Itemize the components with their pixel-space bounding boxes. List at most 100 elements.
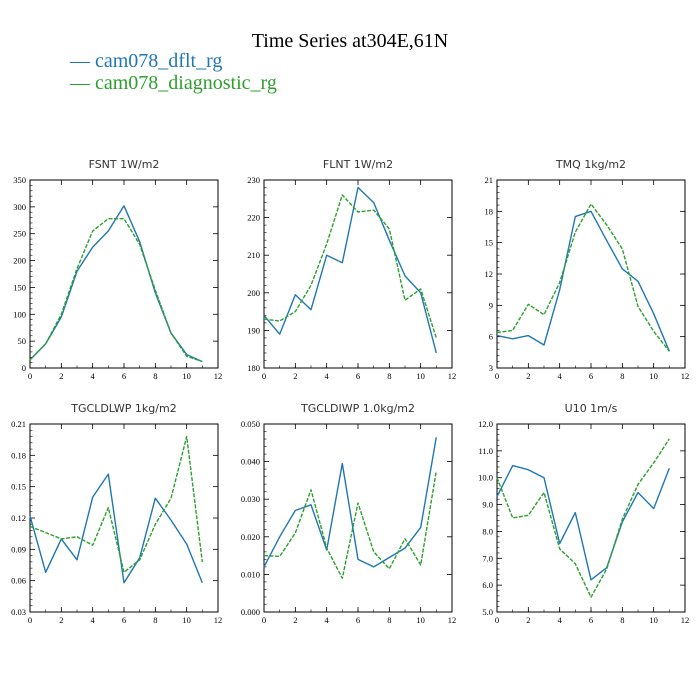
y-tick-label: 190 bbox=[247, 325, 260, 335]
x-tick-label: 0 bbox=[28, 615, 32, 625]
x-tick-label: 10 bbox=[182, 371, 191, 381]
y-tick-label: 100 bbox=[13, 309, 26, 319]
y-tick-label: 8.0 bbox=[482, 526, 493, 536]
y-tick-label: 5.0 bbox=[482, 607, 493, 617]
x-tick-label: 8 bbox=[153, 371, 157, 381]
x-tick-label: 8 bbox=[620, 371, 624, 381]
y-tick-label: 3 bbox=[489, 363, 493, 373]
x-tick-label: 2 bbox=[59, 615, 63, 625]
chart-panel-1: FLNT 1W/m2 0 2 4 6 8 10 12 180 190 200 210 220 230 bbox=[247, 158, 456, 381]
panel-title: FLNT 1W/m2 bbox=[323, 158, 393, 171]
series-line-0 bbox=[29, 473, 203, 584]
x-tick-label: 12 bbox=[214, 615, 223, 625]
series-line-0 bbox=[29, 205, 203, 363]
series-line-1 bbox=[496, 438, 670, 598]
y-tick-label: 0.09 bbox=[11, 544, 26, 554]
y-tick-label: 0.020 bbox=[241, 532, 260, 542]
legend-label-dflt: cam078_dflt_rg bbox=[95, 50, 223, 72]
panel-title: TGCLDIWP 1.0kg/m2 bbox=[300, 402, 415, 415]
x-tick-label: 4 bbox=[558, 615, 563, 625]
chart-panel-5: U10 1m/s 0 2 4 6 8 10 12 5.0 6.0 7.0 8.0 9.0 10.0 11.0… bbox=[478, 402, 689, 625]
y-tick-label: 200 bbox=[13, 256, 26, 266]
plot-frame bbox=[496, 179, 686, 369]
legend-swatch-diagnostic: — bbox=[70, 72, 90, 94]
chart-panel-0: FSNT 1W/m2 0 2 4 6 8 10 12 0 50 100 150 200 250 300 350 bbox=[13, 158, 222, 381]
y-tick-label: 7.0 bbox=[482, 553, 493, 563]
figure-title: Time Series at304E,61N bbox=[251, 30, 449, 52]
y-tick-label: 0.000 bbox=[241, 607, 260, 617]
plot-frame bbox=[29, 423, 219, 613]
y-tick-label: 0.18 bbox=[11, 450, 26, 460]
x-tick-label: 10 bbox=[649, 371, 658, 381]
series-line-1 bbox=[29, 435, 203, 573]
panel-title: TGCLDLWP 1kg/m2 bbox=[70, 402, 176, 415]
x-tick-label: 6 bbox=[589, 371, 593, 381]
chart-panel-2: TMQ 1kg/m2 0 2 4 6 8 10 12 3 6 9 12 15 18 21 bbox=[485, 158, 690, 381]
y-tick-label: 0.03 bbox=[11, 607, 26, 617]
x-tick-label: 2 bbox=[293, 615, 297, 625]
y-tick-label: 250 bbox=[13, 229, 26, 239]
y-tick-label: 6.0 bbox=[482, 580, 493, 590]
x-tick-label: 10 bbox=[416, 615, 425, 625]
y-tick-label: 10.0 bbox=[478, 473, 493, 483]
series-line-0 bbox=[496, 464, 670, 581]
x-tick-label: 0 bbox=[262, 371, 266, 381]
plot-frame bbox=[263, 179, 453, 369]
series-line-1 bbox=[263, 470, 437, 579]
y-tick-label: 21 bbox=[485, 175, 494, 185]
x-tick-label: 12 bbox=[681, 615, 690, 625]
x-tick-label: 12 bbox=[214, 371, 223, 381]
x-tick-label: 0 bbox=[495, 371, 499, 381]
y-tick-label: 230 bbox=[247, 175, 260, 185]
series-line-1 bbox=[263, 194, 437, 339]
x-tick-label: 2 bbox=[526, 371, 530, 381]
x-tick-label: 8 bbox=[153, 615, 157, 625]
y-tick-label: 12 bbox=[485, 269, 494, 279]
x-tick-label: 8 bbox=[387, 615, 391, 625]
x-tick-label: 4 bbox=[91, 615, 96, 625]
y-tick-label: 0.21 bbox=[11, 419, 26, 429]
x-tick-label: 2 bbox=[293, 371, 297, 381]
chart-panel-3: TGCLDLWP 1kg/m2 0 2 4 6 8 10 12 0.03 0.06 0.09 0.12… bbox=[11, 402, 222, 625]
x-tick-label: 6 bbox=[122, 371, 126, 381]
y-tick-label: 0.06 bbox=[11, 576, 26, 586]
legend-swatch-dflt: — bbox=[70, 50, 90, 72]
x-tick-label: 6 bbox=[589, 615, 593, 625]
series-line-0 bbox=[263, 186, 437, 354]
plot-frame bbox=[263, 423, 453, 613]
x-tick-label: 6 bbox=[122, 615, 126, 625]
y-tick-label: 18 bbox=[485, 206, 494, 216]
series-line-1 bbox=[496, 203, 670, 352]
x-tick-label: 12 bbox=[681, 371, 690, 381]
x-tick-label: 2 bbox=[59, 371, 63, 381]
series-line-0 bbox=[263, 437, 437, 568]
x-tick-label: 2 bbox=[526, 615, 530, 625]
panel-title: TMQ 1kg/m2 bbox=[555, 158, 626, 171]
x-tick-label: 6 bbox=[356, 615, 360, 625]
x-tick-label: 0 bbox=[262, 615, 266, 625]
y-tick-label: 6 bbox=[489, 332, 493, 342]
x-tick-label: 10 bbox=[182, 615, 191, 625]
chart-panel-4: TGCLDIWP 1.0kg/m2 0 2 4 6 8 10 12 0.000 0.010 0.02… bbox=[241, 402, 456, 625]
y-tick-label: 220 bbox=[247, 213, 260, 223]
panel-title: FSNT 1W/m2 bbox=[89, 158, 160, 171]
y-tick-label: 180 bbox=[247, 363, 260, 373]
y-tick-label: 200 bbox=[247, 288, 260, 298]
x-tick-label: 4 bbox=[325, 371, 330, 381]
y-tick-label: 50 bbox=[18, 336, 27, 346]
plot-frame bbox=[29, 179, 219, 369]
y-tick-label: 0 bbox=[22, 363, 26, 373]
x-tick-label: 4 bbox=[325, 615, 330, 625]
y-tick-label: 210 bbox=[247, 250, 260, 260]
plot-frame bbox=[496, 423, 686, 613]
y-tick-label: 15 bbox=[485, 238, 494, 248]
y-tick-label: 350 bbox=[13, 175, 26, 185]
y-tick-label: 0.040 bbox=[241, 457, 260, 467]
x-tick-label: 4 bbox=[91, 371, 96, 381]
x-tick-label: 10 bbox=[649, 615, 658, 625]
x-tick-label: 10 bbox=[416, 371, 425, 381]
x-tick-label: 12 bbox=[448, 371, 457, 381]
y-tick-label: 0.15 bbox=[11, 482, 26, 492]
x-tick-label: 6 bbox=[356, 371, 360, 381]
